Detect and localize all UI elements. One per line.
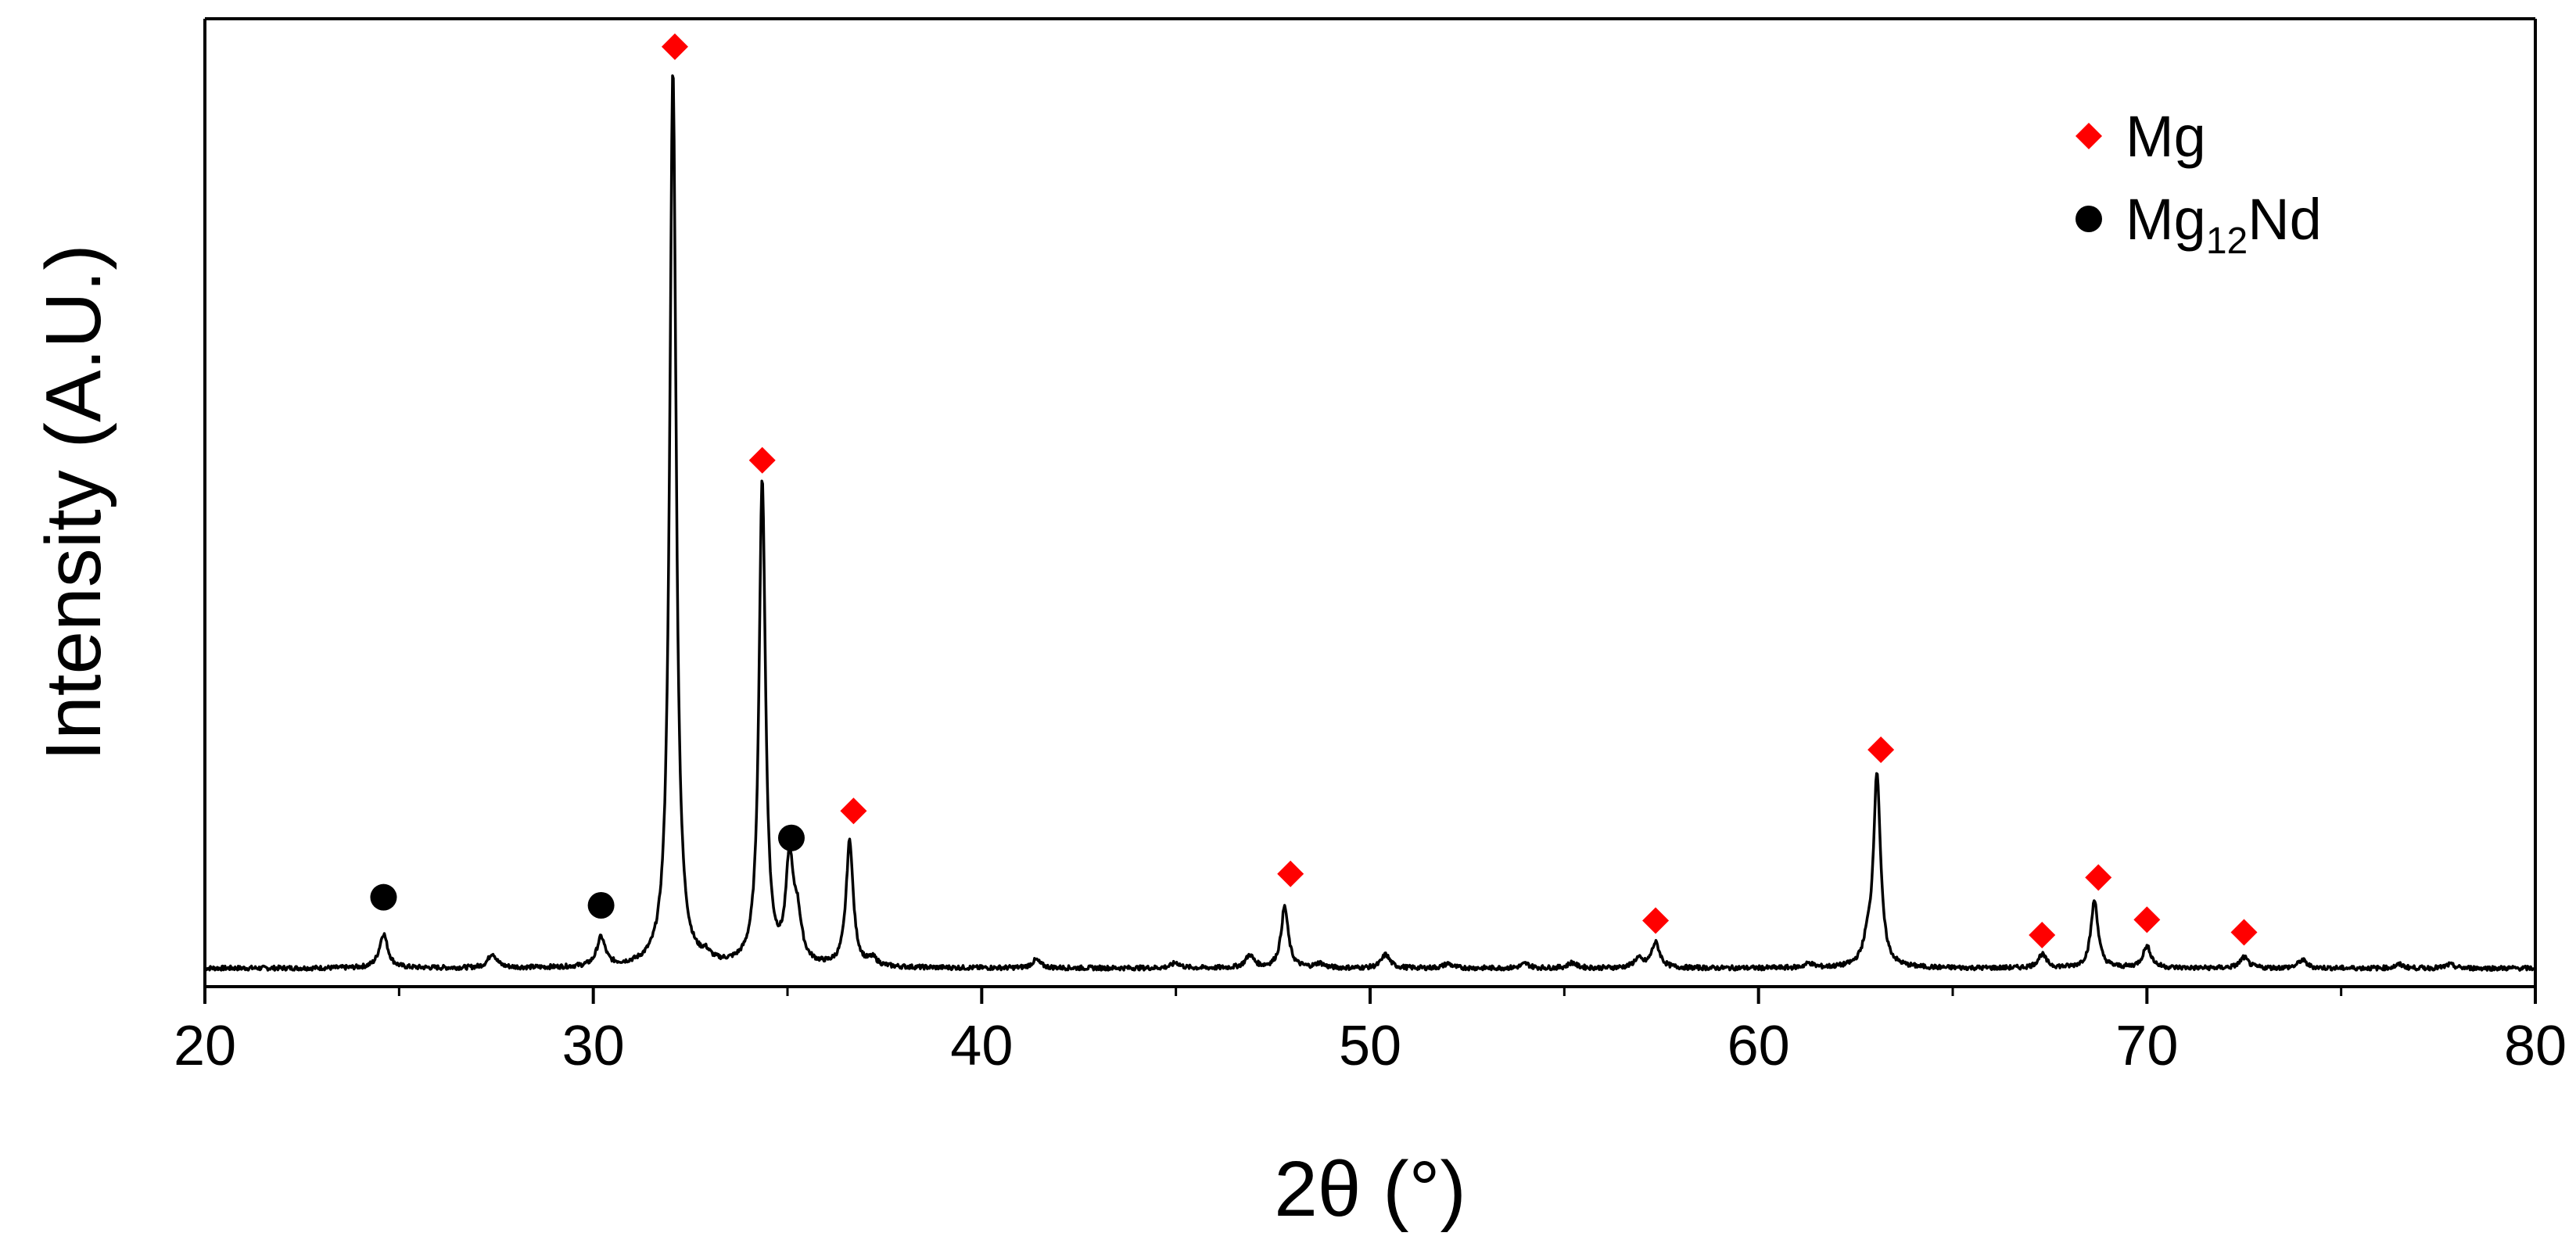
x-tick-label: 30 xyxy=(562,1015,625,1077)
legend-mg12nd-symbol xyxy=(2076,206,2102,232)
mg-peak-marker xyxy=(1642,907,1670,934)
legend-label-main: Mg xyxy=(2126,104,2206,169)
x-tick-label: 70 xyxy=(2115,1015,2178,1077)
mg-peak-marker xyxy=(1277,860,1304,887)
legend-mg-symbol xyxy=(2076,123,2102,149)
mg12nd-peak-marker xyxy=(587,892,615,919)
legend-label-tail: Nd xyxy=(2248,187,2322,252)
x-tick-label: 60 xyxy=(1727,1015,1790,1077)
mg-peak-marker xyxy=(661,33,688,60)
x-tick-label: 50 xyxy=(1339,1015,1401,1077)
xrd-pattern-line xyxy=(204,74,2537,972)
legend-label: Mg xyxy=(2126,104,2206,169)
legend-label-main: Mg xyxy=(2126,187,2206,252)
x-axis-label: 2θ (°) xyxy=(1274,1145,1466,1233)
mg-peak-marker xyxy=(2230,919,2258,946)
series-layer xyxy=(204,74,2537,972)
x-tick-label: 40 xyxy=(950,1015,1013,1077)
mg12nd-peak-marker xyxy=(777,824,805,851)
mg-peak-marker xyxy=(2085,864,2112,891)
mg-peak-marker xyxy=(1867,736,1895,764)
mg-peak-marker xyxy=(2029,921,2056,948)
x-tick-label: 80 xyxy=(2504,1015,2567,1077)
mg12nd-peak-marker xyxy=(370,883,397,911)
legend-label-subscript: 12 xyxy=(2206,220,2248,262)
y-axis-label: Intensity (A.U.) xyxy=(30,244,117,761)
x-ticks: 20 30 40 50 60 70 80 xyxy=(174,987,2567,1077)
x-tick-label: 20 xyxy=(174,1015,236,1077)
marker-layer xyxy=(370,33,2258,948)
mg-peak-marker xyxy=(748,446,776,474)
legend-label: Mg12Nd xyxy=(2126,187,2322,262)
mg-peak-marker xyxy=(2133,906,2161,933)
mg-peak-marker xyxy=(840,797,867,825)
